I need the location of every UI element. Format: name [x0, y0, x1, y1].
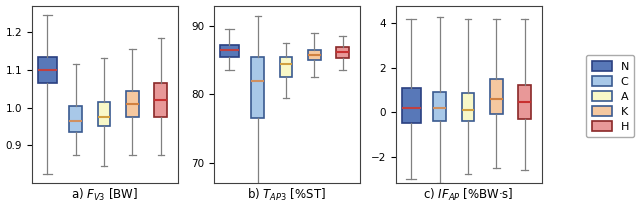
X-axis label: a) $F_{V3}$ [BW]: a) $F_{V3}$ [BW] [71, 187, 138, 203]
PathPatch shape [461, 93, 474, 121]
X-axis label: c) $IF_{AP}$ [%BW·s]: c) $IF_{AP}$ [%BW·s] [424, 187, 514, 203]
PathPatch shape [518, 85, 531, 119]
PathPatch shape [433, 92, 446, 121]
PathPatch shape [252, 57, 264, 118]
PathPatch shape [154, 83, 167, 117]
X-axis label: b) $T_{AP3}$ [%ST]: b) $T_{AP3}$ [%ST] [247, 187, 326, 203]
Legend: N, C, A, K, H: N, C, A, K, H [586, 55, 634, 137]
PathPatch shape [490, 79, 503, 114]
PathPatch shape [69, 106, 82, 132]
PathPatch shape [126, 90, 139, 117]
PathPatch shape [280, 57, 292, 77]
PathPatch shape [98, 102, 111, 126]
PathPatch shape [38, 57, 58, 83]
PathPatch shape [401, 88, 421, 123]
PathPatch shape [308, 50, 321, 60]
PathPatch shape [336, 47, 349, 58]
PathPatch shape [220, 45, 239, 57]
